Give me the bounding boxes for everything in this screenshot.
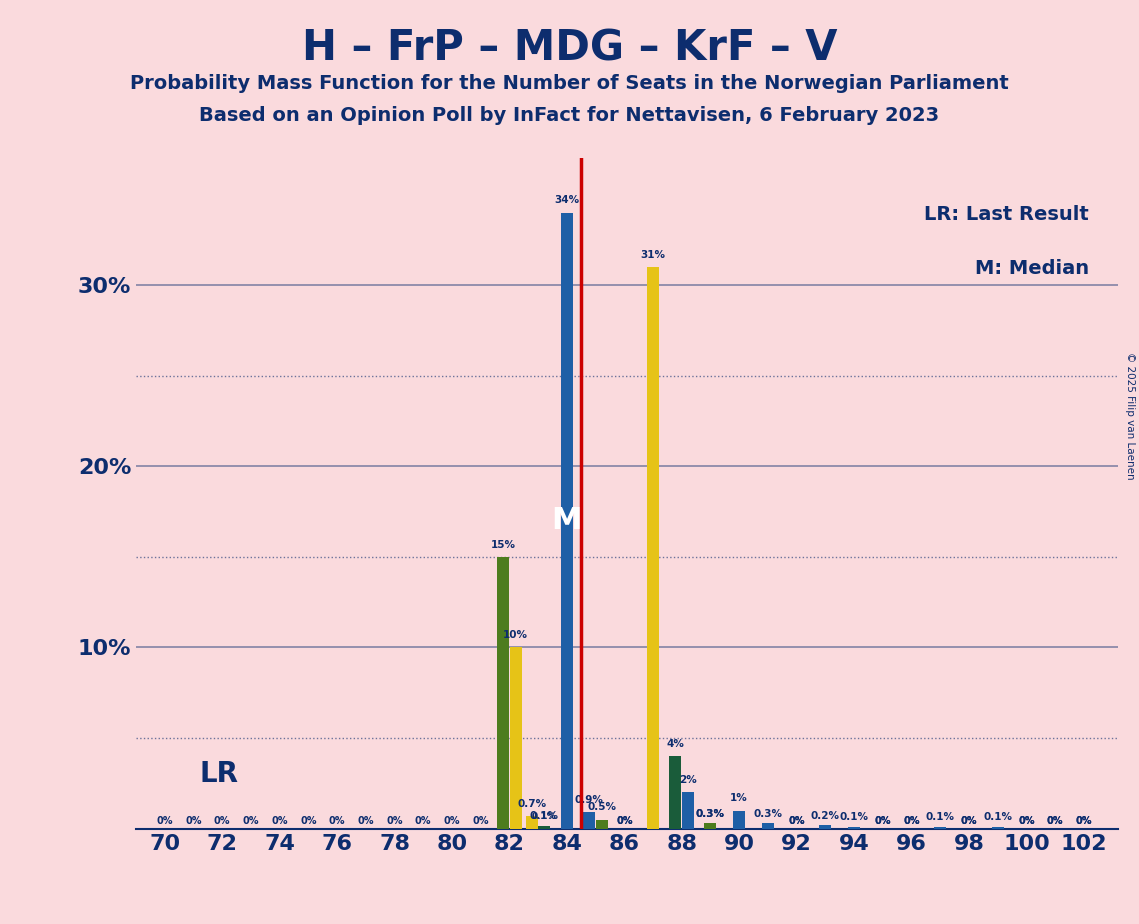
Text: 0.1%: 0.1% [532,812,557,821]
Text: 0%: 0% [214,816,230,826]
Text: 0%: 0% [1018,816,1034,826]
Text: 10%: 10% [503,630,528,640]
Bar [762,823,773,829]
Text: 0%: 0% [1075,816,1092,826]
Text: 0%: 0% [300,816,317,826]
Text: 0%: 0% [903,816,920,826]
Text: 0.3%: 0.3% [753,808,782,819]
Text: 0%: 0% [1018,816,1034,826]
Text: 0.5%: 0.5% [588,802,616,812]
Text: 0%: 0% [1075,816,1092,826]
Text: 0%: 0% [960,816,977,826]
Text: 0%: 0% [186,816,202,826]
Text: 15%: 15% [491,540,516,550]
Text: 31%: 31% [640,249,665,260]
Text: 0.1%: 0.1% [839,812,869,822]
Bar [704,823,716,829]
Text: 0.3%: 0.3% [696,808,724,819]
Bar [583,812,596,829]
Bar [560,213,573,829]
Text: 0%: 0% [386,816,403,826]
Text: 0%: 0% [473,816,489,826]
Text: M: M [551,506,582,535]
Text: 0%: 0% [271,816,288,826]
Text: 34%: 34% [555,195,580,205]
Bar [647,267,659,829]
Text: 0%: 0% [788,816,805,826]
Bar [849,827,860,829]
Text: 2%: 2% [679,775,697,785]
Text: 0%: 0% [243,816,260,826]
Text: 0%: 0% [875,816,891,826]
Bar [526,816,538,829]
Text: 0%: 0% [358,816,374,826]
Text: 0%: 0% [444,816,460,826]
Bar [596,820,608,829]
Bar [682,793,694,829]
Text: 0%: 0% [875,816,891,826]
Text: LR: Last Result: LR: Last Result [924,205,1089,225]
Text: 0%: 0% [1047,816,1064,826]
Text: 0%: 0% [960,816,977,826]
Text: 0.3%: 0.3% [696,808,724,819]
Text: 0.1%: 0.1% [926,812,954,822]
Text: 0%: 0% [903,816,920,826]
Text: 0.1%: 0.1% [983,812,1013,822]
Text: Probability Mass Function for the Number of Seats in the Norwegian Parliament: Probability Mass Function for the Number… [130,74,1009,93]
Bar [934,827,947,829]
Text: 4%: 4% [666,739,685,749]
Text: 0.2%: 0.2% [811,810,839,821]
Bar [539,826,550,829]
Text: LR: LR [199,760,239,788]
Text: 0%: 0% [616,816,632,826]
Text: 0%: 0% [1047,816,1064,826]
Text: Based on an Opinion Poll by InFact for Nettavisen, 6 February 2023: Based on an Opinion Poll by InFact for N… [199,106,940,126]
Text: 0%: 0% [415,816,432,826]
Bar [734,810,745,829]
Text: © 2025 Filip van Laenen: © 2025 Filip van Laenen [1125,352,1134,480]
Bar [670,756,681,829]
Text: H – FrP – MDG – KrF – V: H – FrP – MDG – KrF – V [302,28,837,69]
Text: 0%: 0% [156,816,173,826]
Text: 1%: 1% [730,794,748,803]
Bar [497,557,509,829]
Text: 0%: 0% [329,816,345,826]
Bar [509,648,522,829]
Text: 0.7%: 0.7% [517,798,547,808]
Text: M: Median: M: Median [975,259,1089,278]
Bar [992,827,1003,829]
Text: 0.9%: 0.9% [575,796,604,805]
Text: 0.1%: 0.1% [530,811,559,821]
Text: 0%: 0% [616,816,632,826]
Text: 0%: 0% [788,816,805,826]
Bar [819,825,831,829]
